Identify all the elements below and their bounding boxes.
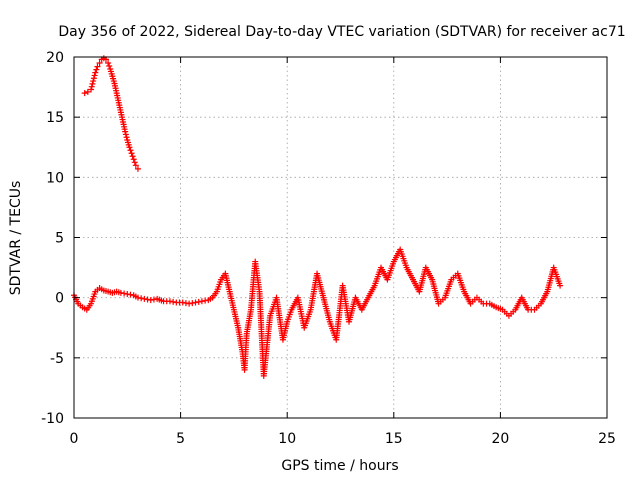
data-point	[81, 90, 88, 97]
data-point	[166, 298, 173, 305]
data-point	[198, 298, 205, 305]
data-point	[129, 153, 136, 160]
data-point	[144, 296, 151, 303]
data-point	[195, 298, 202, 305]
data-point	[557, 282, 564, 289]
data-point	[121, 290, 128, 297]
data-point	[130, 156, 137, 163]
y-tick-label: 0	[55, 291, 64, 307]
data-point	[122, 128, 129, 135]
data-point	[202, 297, 209, 304]
x-tick-label: 20	[491, 431, 509, 447]
data-point	[141, 295, 148, 302]
y-tick-label: 15	[46, 110, 64, 126]
data-point	[128, 150, 135, 157]
data-point	[88, 83, 95, 90]
data-point	[150, 296, 157, 303]
data-point	[88, 86, 95, 93]
data-point	[134, 165, 141, 172]
data-point	[138, 295, 145, 302]
y-tick-label: -10	[41, 411, 64, 427]
x-axis-label: GPS time / hours	[281, 458, 398, 474]
x-tick-label: 15	[385, 431, 403, 447]
plot-frame	[73, 56, 608, 419]
data-point	[92, 69, 99, 76]
data-point	[189, 300, 196, 307]
data-point	[124, 291, 131, 298]
data-point	[91, 72, 98, 79]
y-axis-label: SDTVAR / TECUs	[8, 181, 24, 296]
data-point	[106, 63, 113, 70]
x-tick-label: 10	[278, 431, 296, 447]
chart-title: Day 356 of 2022, Sidereal Day-to-day VTE…	[58, 24, 625, 40]
x-tick-label: 25	[598, 431, 616, 447]
x-tick-label: 0	[70, 431, 79, 447]
data-point	[90, 78, 97, 85]
data-point	[89, 80, 96, 87]
data-point	[84, 88, 91, 95]
y-tick-label: 5	[55, 231, 64, 247]
data-points	[71, 55, 564, 379]
data-point	[134, 294, 141, 301]
data-point	[182, 300, 189, 307]
data-point	[94, 63, 101, 70]
data-point	[127, 147, 134, 154]
axis-ticks: 0 5 10 15 20 25 -10 -5 0 5 10 15 20	[41, 50, 616, 447]
data-point	[96, 60, 103, 67]
y-tick-label: 20	[46, 50, 64, 66]
data-point	[93, 66, 100, 73]
data-point	[117, 289, 124, 296]
data-point	[90, 75, 97, 82]
data-point	[127, 291, 134, 298]
data-point	[192, 299, 199, 306]
data-point	[123, 134, 130, 141]
y-tick-label: 10	[46, 170, 64, 186]
y-tick-label: -5	[50, 351, 64, 367]
data-point	[179, 299, 186, 306]
data-point	[147, 297, 154, 304]
data-point	[131, 159, 138, 166]
grid-lines	[74, 57, 607, 418]
data-point	[170, 298, 177, 305]
data-point	[132, 162, 139, 169]
x-tick-label: 5	[176, 431, 185, 447]
data-point	[186, 300, 193, 307]
data-point	[126, 144, 133, 151]
data-point	[105, 60, 112, 67]
data-point	[122, 131, 129, 138]
